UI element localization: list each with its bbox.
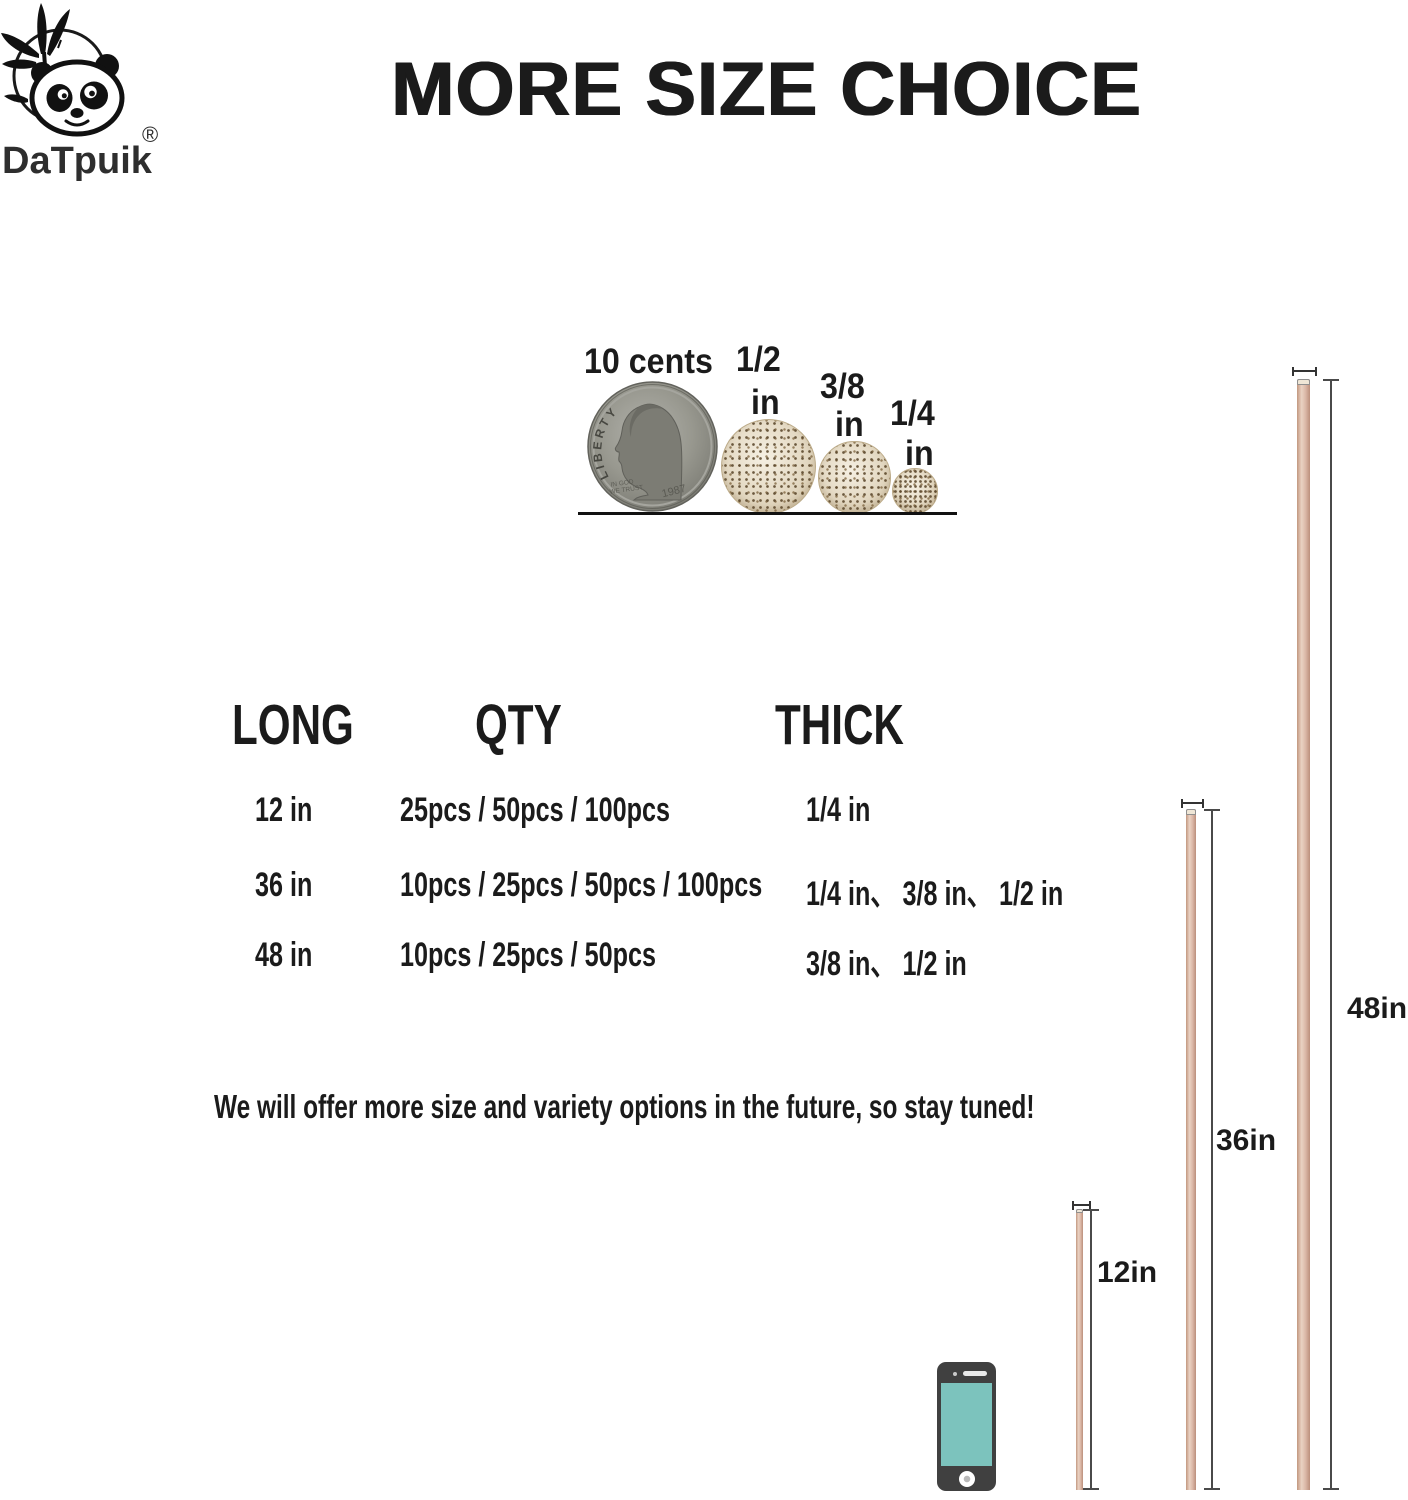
half-inch-unit: in: [751, 383, 780, 422]
phone-icon: [937, 1362, 996, 1491]
table-row1-long: 12 in: [255, 791, 313, 829]
table-row3-long: 48 in: [255, 936, 313, 974]
table-row1-qty: 25pcs / 50pcs / 100pcs: [400, 791, 670, 829]
measure-line-36in: [1204, 809, 1220, 1490]
quarter-inch-unit: in: [905, 434, 934, 473]
quarter-inch-label: 1/4: [890, 394, 935, 433]
width-bracket-36in: [1181, 799, 1204, 808]
phone-home-button: [958, 1471, 975, 1487]
coin-motto-line2: WE TRUST: [609, 484, 643, 496]
table-header-long: LONG: [232, 693, 354, 757]
table-row1-thick: 1/4 in: [806, 791, 871, 829]
coin-year: 1987: [661, 483, 688, 501]
panda-logo-icon: [1, 3, 125, 137]
width-bracket-48in: [1292, 367, 1317, 376]
stick-end-cap: [1076, 1209, 1083, 1213]
bamboo-stick-12in: [1076, 1209, 1083, 1490]
measure-line-48in: [1323, 379, 1339, 1490]
bamboo-stick-36in: [1186, 809, 1196, 1490]
table-row2-qty: 10pcs / 25pcs / 50pcs / 100pcs: [400, 866, 763, 904]
coin-portrait: [614, 403, 683, 501]
page-title: MORE SIZE CHOICE: [391, 47, 1142, 132]
bamboo-stick-48in: [1297, 379, 1310, 1490]
brand-name: DaTpuik: [2, 140, 152, 182]
coin-label: 10 cents: [584, 342, 713, 381]
table-header-thick: THICK: [775, 693, 904, 757]
stick-end-cap: [1186, 809, 1196, 815]
bamboo-cross-section-half-inch: [721, 419, 816, 514]
width-bracket-12in: [1072, 1201, 1091, 1210]
table-row3-qty: 10pcs / 25pcs / 50pcs: [400, 936, 656, 974]
table-row3-thick: 3/8 in、 1/2 in: [806, 945, 967, 983]
half-inch-label: 1/2: [736, 340, 781, 379]
phone-speaker-slit: [963, 1371, 987, 1376]
stick-label-36in: 36in: [1216, 1124, 1277, 1157]
baseline-rule: [578, 512, 957, 515]
dime-coin-image: LIBERTY IN GOD WE TRUST 1987: [587, 381, 718, 512]
bamboo-cross-section-quarter-inch: [892, 468, 938, 514]
coin-motto-line1: IN GOD: [610, 478, 634, 488]
stick-end-cap: [1297, 379, 1310, 385]
table-header-qty: QTY: [475, 693, 562, 757]
stick-label-12in: 12in: [1097, 1256, 1158, 1289]
registered-trademark-icon: ®: [142, 122, 159, 147]
measure-line-12in: [1083, 1209, 1099, 1490]
table-row2-thick: 1/4 in、 3/8 in、 1/2 in: [806, 875, 1064, 913]
bamboo-cross-section-three-eighth-inch: [818, 441, 891, 514]
table-row2-long: 36 in: [255, 866, 313, 904]
phone-screen: [941, 1383, 992, 1466]
phone-camera-dot: [953, 1372, 957, 1376]
stick-label-48in: 48in: [1347, 992, 1408, 1025]
future-options-note: We will offer more size and variety opti…: [214, 1088, 1035, 1125]
three-eighth-inch-label: 3/8: [820, 367, 865, 406]
three-eighth-inch-unit: in: [835, 405, 864, 444]
